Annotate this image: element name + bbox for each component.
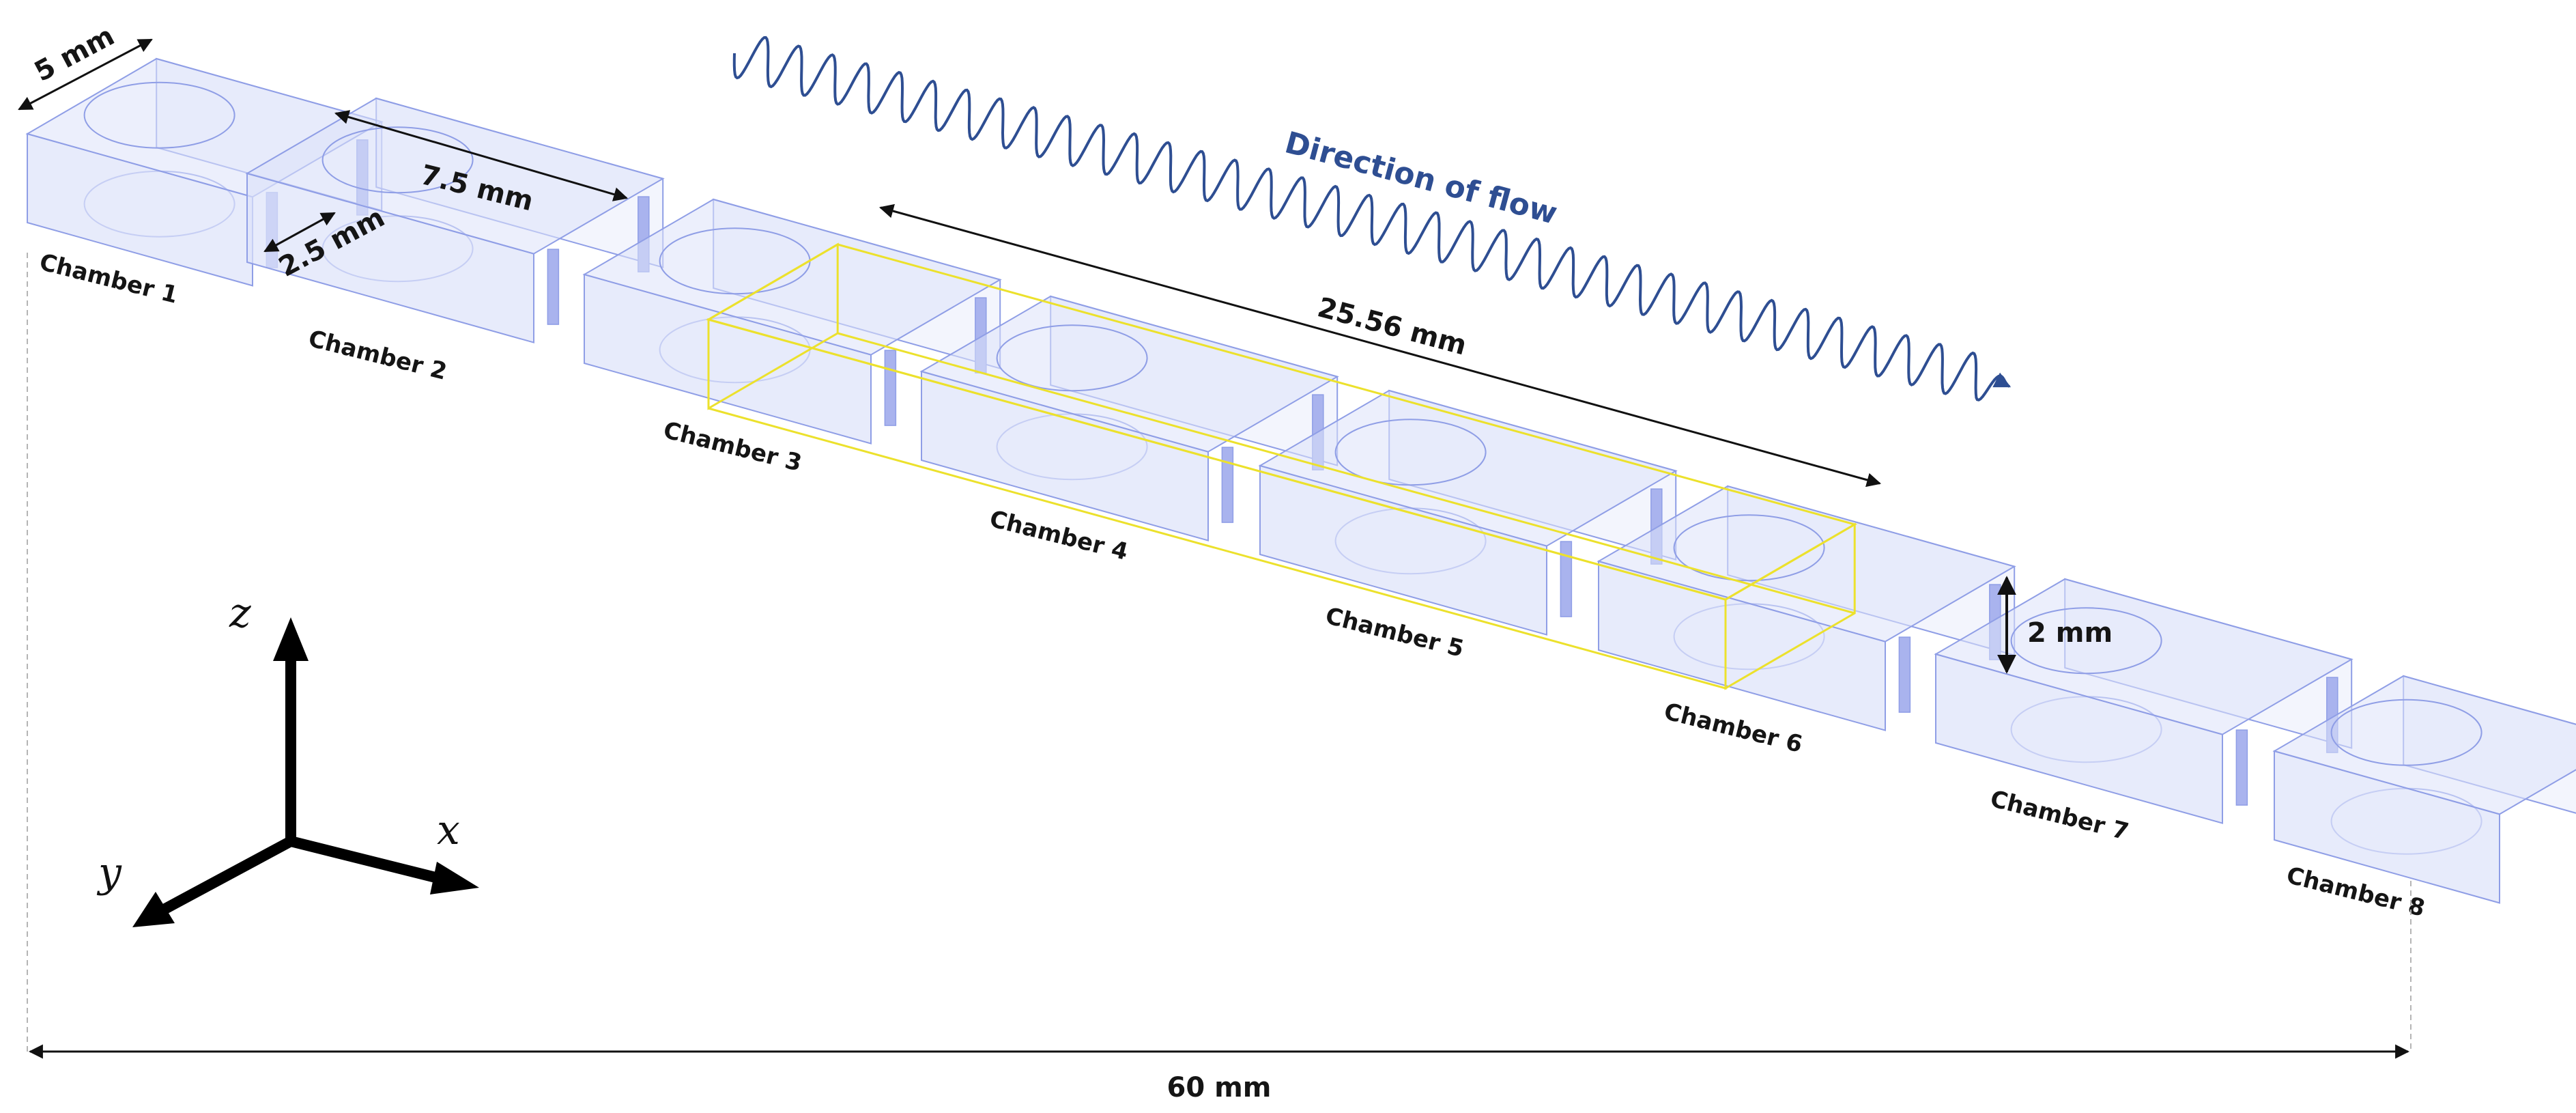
x-axis-label: x	[437, 806, 460, 854]
chamber-top-face	[1934, 578, 2353, 735]
chamber-length-arrow	[334, 110, 629, 201]
chamber-connector-slot	[547, 249, 560, 325]
coordinate-axes: z x y	[96, 589, 479, 927]
chamber-label: Chamber 7	[1988, 785, 2132, 846]
chamber-connector-slot	[1221, 447, 1234, 523]
chamber-label: Chamber 2	[306, 325, 450, 386]
channel-gap-arrow	[263, 212, 336, 253]
chamber-label: Chamber 3	[661, 417, 805, 477]
z-axis-label: z	[229, 589, 251, 637]
height-label: 2 mm	[2027, 617, 2113, 649]
x-axis-arrowhead	[430, 862, 479, 894]
chamber-lobe	[2330, 699, 2482, 766]
chamber-lobe	[1673, 514, 1825, 582]
y-axis-arrowhead	[132, 892, 175, 927]
chamber-connector-slot	[1898, 636, 1911, 713]
highlight-box-face	[707, 242, 839, 410]
chamber-connector-slot	[2235, 729, 2248, 806]
chamber-label: Chamber 6	[1661, 698, 1805, 759]
width-dimension-label: 5 mm	[29, 20, 119, 87]
flow-wave-arrow	[732, 36, 2012, 401]
highlight-length-label: 25.56 mm	[1314, 292, 1470, 361]
highlight-box-face	[1724, 522, 1856, 690]
total-length-label: 60 mm	[1167, 1072, 1272, 1103]
chamber-label: Chamber 4	[987, 505, 1131, 566]
chamber-lobe	[83, 81, 235, 149]
chamber-connector-slot	[1560, 541, 1573, 617]
chamber-top-face	[1597, 485, 2016, 643]
flow-direction-label: Direction of flow	[1281, 125, 1561, 231]
z-axis-arrowhead	[273, 617, 309, 661]
x-axis-arrow	[289, 836, 445, 885]
highlight-length-arrow	[878, 203, 1882, 488]
y-axis-label: y	[96, 849, 122, 897]
chamber-connector-slot	[884, 350, 897, 426]
chamber-6: Chamber 6	[1597, 485, 2016, 759]
width-dimension-arrow	[18, 38, 153, 111]
y-axis-arrow	[161, 836, 294, 915]
